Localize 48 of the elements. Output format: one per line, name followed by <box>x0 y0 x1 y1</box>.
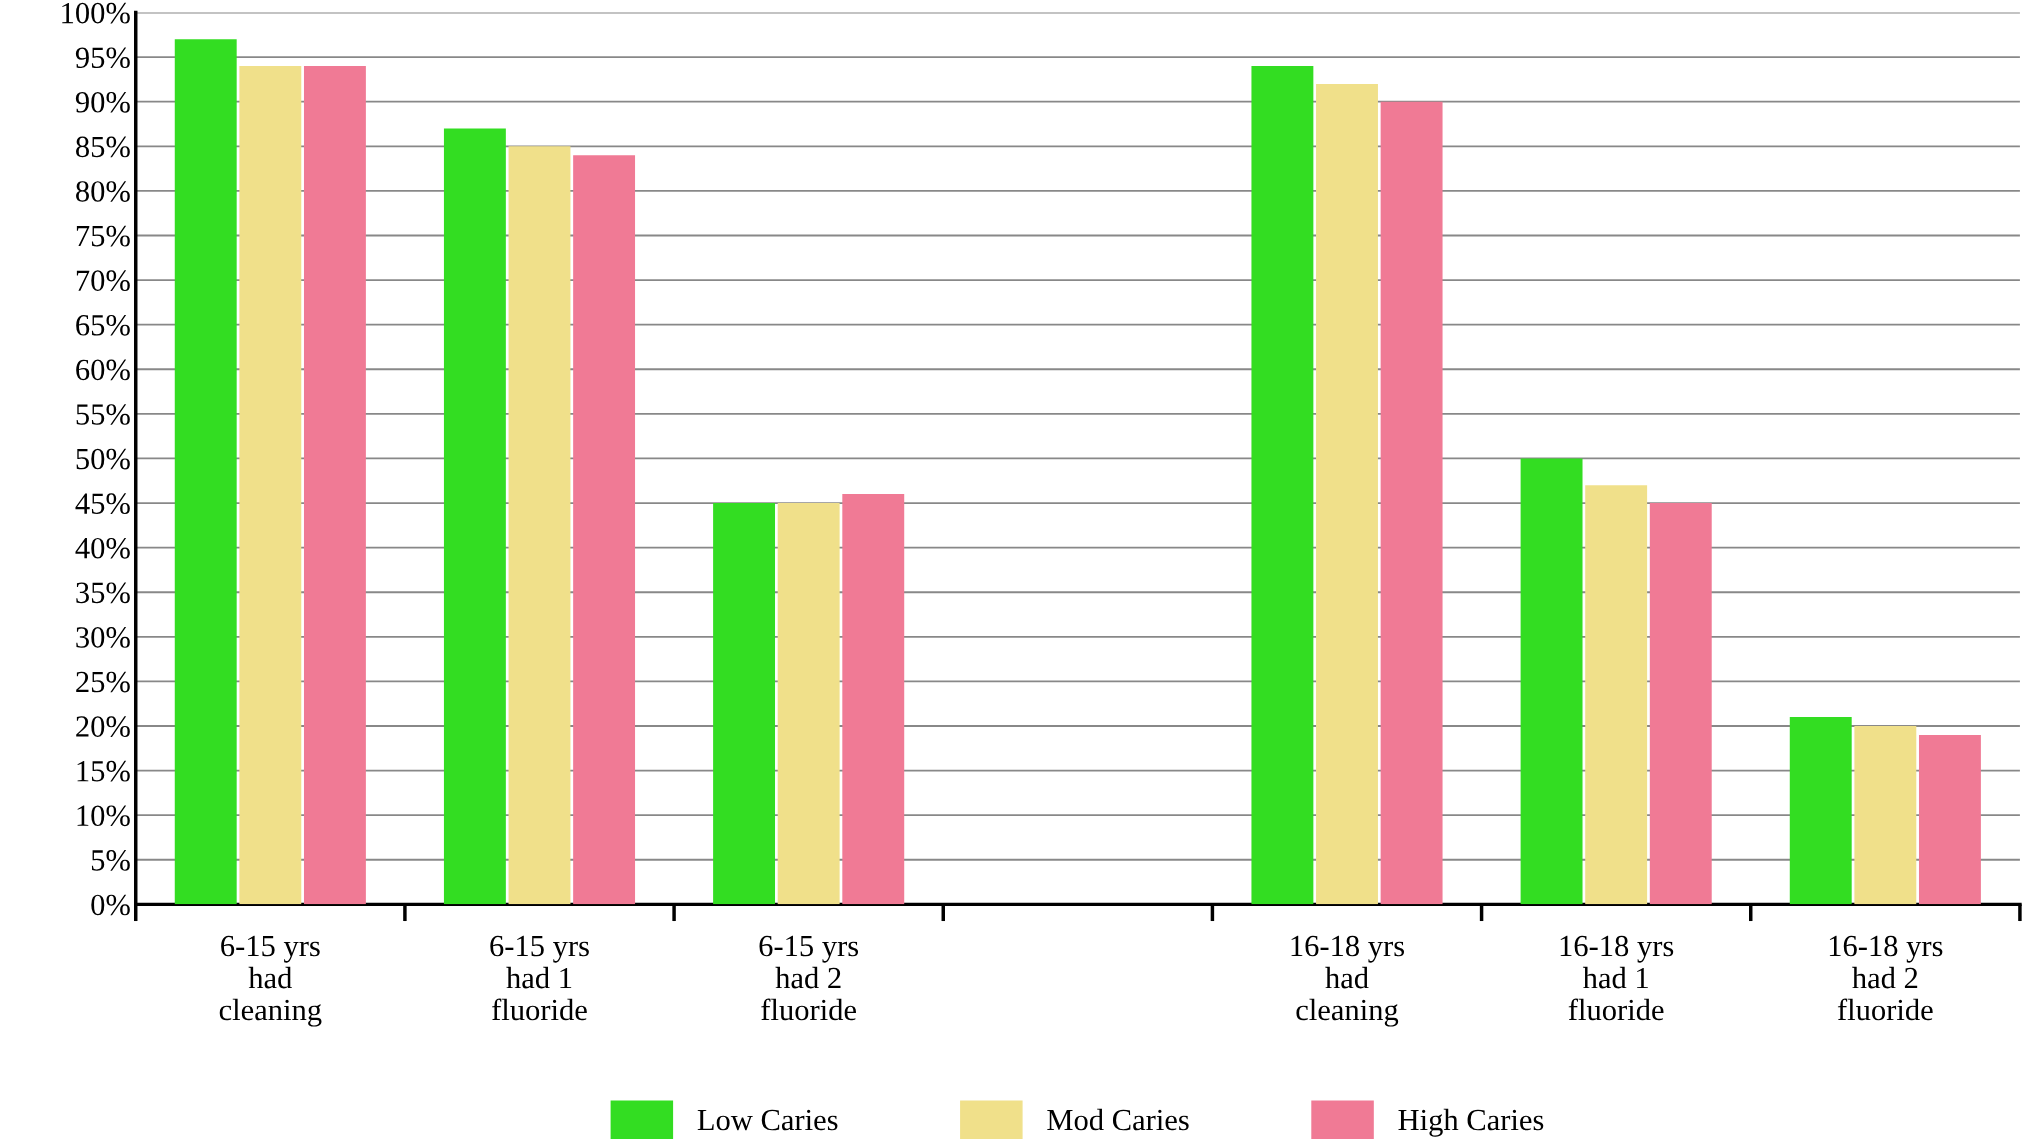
bar <box>1585 485 1648 905</box>
bar <box>573 155 636 905</box>
y-tick-label: 80% <box>76 181 130 202</box>
y-tick-label: 40% <box>75 537 130 559</box>
x-tick-label: 16-18 yrs had 2 fluoride <box>1829 935 1943 1021</box>
x-tick-label: 16-18 yrs had 1 fluoride <box>1560 935 1674 1021</box>
bar <box>713 503 776 905</box>
bar <box>1649 503 1712 905</box>
y-tick-label: 90% <box>75 91 130 113</box>
legend-label: High Caries <box>1398 1108 1544 1137</box>
y-tick-label: 85% <box>76 136 130 158</box>
y-tick-label: 50% <box>76 448 130 470</box>
x-tick-label: 6-15 yrs had 1 fluoride <box>490 935 589 1021</box>
bar <box>508 146 571 905</box>
legend-label: Mod Caries <box>1047 1108 1189 1131</box>
y-tick-label: 95% <box>75 47 130 69</box>
bar <box>842 494 905 905</box>
bar <box>174 39 237 905</box>
y-tick-label: 70% <box>76 270 130 292</box>
y-tick-label: 60% <box>76 359 130 381</box>
y-tick-label: 35% <box>76 582 130 604</box>
bar <box>1918 734 1981 905</box>
bar <box>777 503 840 905</box>
y-tick-label: 0% <box>91 894 130 916</box>
y-tick-label: 15% <box>77 760 130 782</box>
x-tick-label: 6-15 yrs had cleaning <box>219 935 322 1027</box>
y-tick-label: 30% <box>76 627 130 648</box>
legend-label: Low Caries <box>697 1109 838 1131</box>
bar <box>443 128 506 905</box>
bar <box>1789 717 1852 905</box>
x-tick-label: 16-18 yrs had cleaning <box>1291 935 1405 1027</box>
bar <box>1380 101 1443 905</box>
y-tick-label: 5% <box>91 850 130 871</box>
y-tick-label: 45% <box>75 493 130 515</box>
bar <box>1854 726 1917 905</box>
bar <box>1251 66 1314 905</box>
y-tick-label: 55% <box>76 404 130 425</box>
bar <box>239 66 302 905</box>
y-tick-label: 25% <box>76 671 130 693</box>
x-tick-label: 6-15 yrs had 2 fluoride <box>759 935 859 1021</box>
bar <box>1316 83 1378 905</box>
y-tick-label: 10% <box>77 805 130 827</box>
y-tick-label: 75% <box>76 225 130 247</box>
y-tick-label: 20% <box>76 716 130 737</box>
y-tick-label: 100% <box>62 2 130 24</box>
bar <box>1520 458 1583 905</box>
bar <box>303 66 366 905</box>
y-tick-label: 65% <box>76 314 130 336</box>
